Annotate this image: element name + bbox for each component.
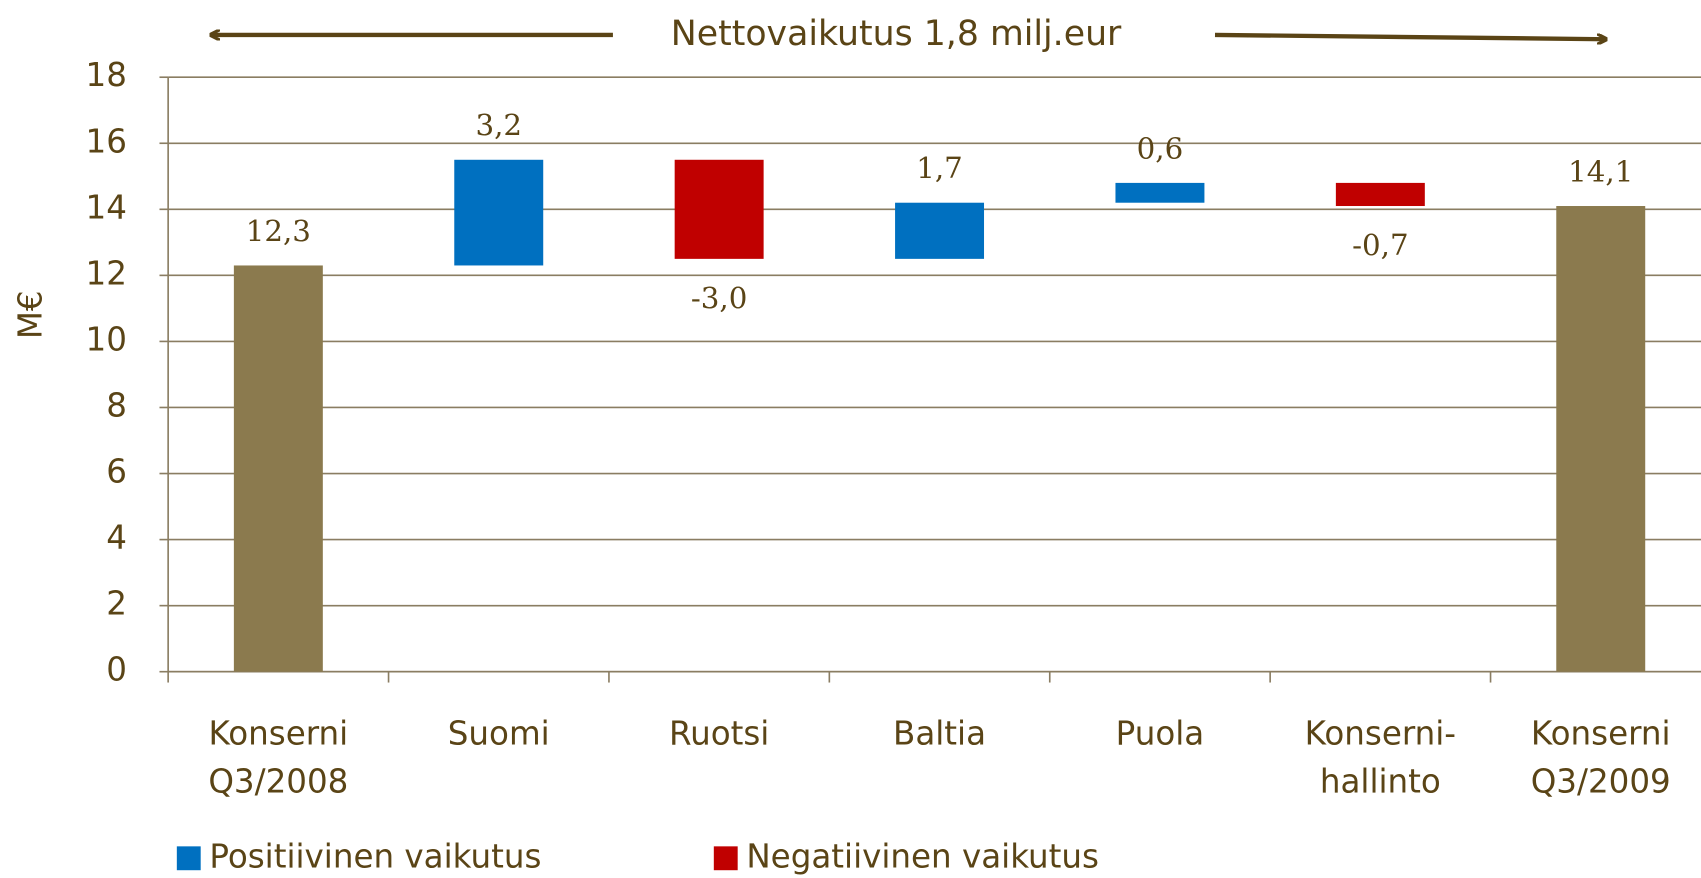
value-label: -3,0 <box>691 281 747 315</box>
y-tick-label: 16 <box>86 122 127 160</box>
x-tick-label: Konserni-hallinto <box>1305 715 1456 801</box>
arrow-right <box>1214 32 1606 39</box>
bar <box>1556 206 1646 672</box>
x-tick-label: Puola <box>1116 715 1205 753</box>
bar <box>1335 182 1425 207</box>
x-tick-label: Konserni Q3/2009 <box>1531 715 1671 801</box>
legend-swatch <box>176 846 201 871</box>
bar <box>895 202 985 259</box>
bar <box>454 159 544 266</box>
bar <box>1115 182 1205 203</box>
y-tick-label: 4 <box>106 519 127 557</box>
y-tick-label: 8 <box>106 386 127 424</box>
value-label: 3,2 <box>475 108 522 142</box>
x-tick-label: Baltia <box>893 715 986 753</box>
y-axis-label: M€ <box>12 290 50 339</box>
x-tick-label: Konserni Q3/2008 <box>208 715 348 801</box>
bar <box>233 265 323 672</box>
annotation: Nettovaikutus 1,8 milj.eur <box>671 14 1122 54</box>
x-tick-label: Suomi <box>448 715 550 753</box>
y-tick-label: 12 <box>86 254 127 292</box>
y-tick-label: 18 <box>86 56 127 94</box>
y-tick-label: 0 <box>106 651 127 689</box>
value-label: 0,6 <box>1137 131 1184 165</box>
legend-label: Negatiivinen vaikutus <box>746 837 1099 875</box>
legend-swatch <box>713 846 738 871</box>
x-tick-label: Ruotsi <box>669 715 769 753</box>
value-label: 14,1 <box>1568 154 1633 188</box>
legend-label: Positiivinen vaikutus <box>209 837 541 875</box>
value-label: 12,3 <box>246 214 311 248</box>
bar <box>674 159 764 259</box>
value-label: -0,7 <box>1352 228 1408 262</box>
value-label: 1,7 <box>916 151 963 185</box>
y-tick-label: 14 <box>86 188 127 226</box>
y-tick-label: 6 <box>106 453 127 491</box>
y-tick-label: 2 <box>106 585 127 623</box>
y-tick-label: 10 <box>86 320 127 358</box>
